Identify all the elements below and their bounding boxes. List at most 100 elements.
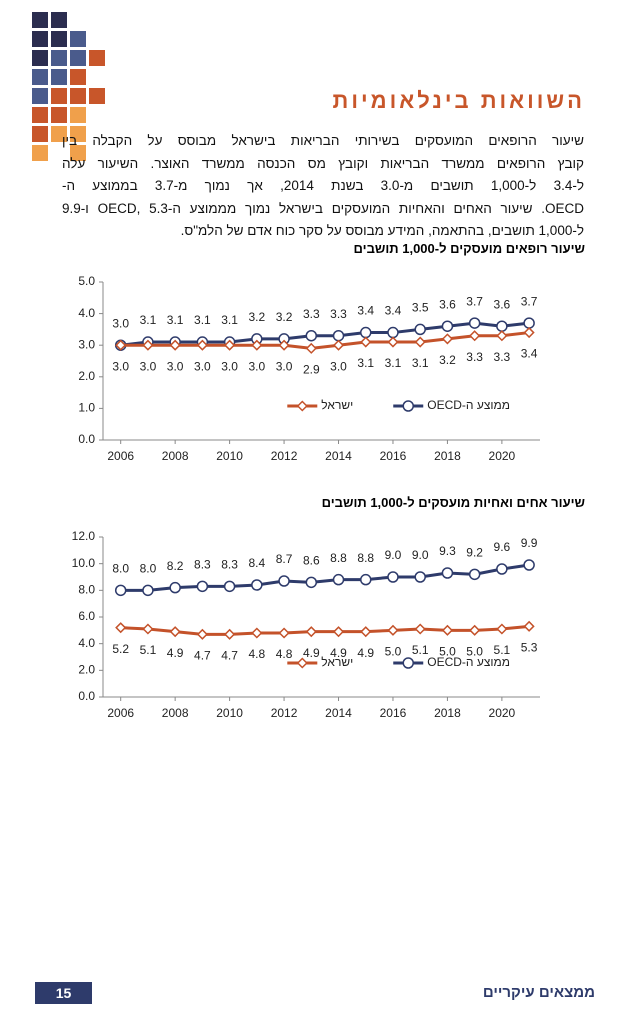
value-label: 3.0 <box>167 359 184 373</box>
point <box>305 329 318 342</box>
x-tick-label: 2008 <box>162 449 189 463</box>
value-label: 3.0 <box>276 359 293 373</box>
point <box>387 624 399 636</box>
x-tick-label: 2020 <box>489 706 516 720</box>
section-name: ממצאים עיקריים <box>482 984 595 1001</box>
point <box>115 622 127 634</box>
point <box>169 581 181 594</box>
point <box>360 626 372 638</box>
value-label: 3.1 <box>194 313 211 327</box>
point <box>332 573 345 586</box>
point <box>469 624 481 636</box>
paragraph: שיעור הרופאים המועסקים בשירותי הבריאות ב… <box>62 130 584 243</box>
legend-marker <box>402 400 414 412</box>
value-label: 4.9 <box>167 646 184 660</box>
value-label: 4.7 <box>221 649 238 663</box>
point <box>469 330 481 342</box>
x-tick-label: 2006 <box>107 449 134 463</box>
point <box>468 317 481 329</box>
point <box>114 584 127 597</box>
value-label: 5.0 <box>439 645 456 659</box>
y-tick-label: 2.0 <box>78 663 95 677</box>
value-label: 8.8 <box>330 551 347 565</box>
y-tick-label: 2.0 <box>78 369 95 383</box>
value-label: 3.1 <box>385 356 402 370</box>
value-label: 2.9 <box>303 363 320 377</box>
y-tick-label: 1.0 <box>78 401 95 415</box>
value-label: 9.0 <box>412 548 429 562</box>
value-label: 3.0 <box>221 359 238 373</box>
chart: 0.0 1.0 2.0 3.0 4.0 5.0 2006 2008 2010 2012 2014 20… <box>78 274 540 463</box>
point <box>414 571 426 583</box>
x-tick-label: 2018 <box>434 449 461 463</box>
value-label: 3.2 <box>439 353 456 367</box>
point <box>278 575 290 587</box>
value-label: 3.3 <box>466 350 483 364</box>
value-label: 8.0 <box>140 562 157 576</box>
series-line <box>120 563 530 592</box>
point <box>223 580 236 593</box>
legend-marker <box>296 657 308 669</box>
value-label: 3.0 <box>140 359 157 373</box>
value-label: 3.5 <box>412 301 429 315</box>
x-tick-label: 2020 <box>489 449 516 463</box>
value-label: 8.4 <box>248 556 265 570</box>
value-label: 3.4 <box>357 304 374 318</box>
value-label: 3.3 <box>303 307 320 321</box>
value-label: 8.3 <box>194 558 211 572</box>
chart-title: שיעור אחים ואחיות מועסקים ל-1,000 תושבים <box>321 495 585 510</box>
y-tick-label: 12.0 <box>72 529 96 543</box>
x-tick-label: 2010 <box>216 449 243 463</box>
point <box>224 339 236 351</box>
point <box>441 333 453 345</box>
point <box>332 329 345 342</box>
y-tick-label: 5.0 <box>78 274 95 288</box>
value-label: 5.1 <box>494 643 511 657</box>
value-label: 3.1 <box>221 313 238 327</box>
point <box>496 320 508 332</box>
series-line <box>120 624 530 636</box>
value-label: 4.9 <box>357 646 374 660</box>
point <box>142 584 154 597</box>
series-line <box>120 321 530 347</box>
point <box>224 628 236 640</box>
point <box>305 626 317 638</box>
y-tick-label: 4.0 <box>78 636 95 650</box>
paragraph-line: קובץ הרופאים ממשרד הבריאות וקובץ מס הכנס… <box>62 155 584 171</box>
point <box>523 559 535 571</box>
point <box>332 339 345 351</box>
y-tick-label: 0.0 <box>78 689 95 703</box>
value-label: 3.6 <box>494 297 511 311</box>
value-label: 3.4 <box>521 347 538 361</box>
y-tick-label: 0.0 <box>78 432 95 446</box>
point <box>115 339 127 351</box>
point <box>441 567 454 579</box>
value-label: 3.7 <box>466 294 483 308</box>
value-label: 9.0 <box>385 548 402 562</box>
value-label: 3.1 <box>357 356 374 370</box>
value-label: 9.9 <box>521 536 538 550</box>
value-label: 4.8 <box>276 647 293 661</box>
value-label: 3.0 <box>330 359 347 373</box>
point <box>196 628 208 640</box>
value-label: 4.9 <box>303 646 320 660</box>
value-label: 3.1 <box>140 313 157 327</box>
legend-label: ממוצע ה-OECD <box>427 398 510 412</box>
y-tick-label: 10.0 <box>72 556 96 570</box>
paragraph-line: שיעור הרופאים המועסקים בשירותי הבריאות ב… <box>62 133 584 148</box>
value-label: 3.0 <box>194 359 211 373</box>
legend-label: ישראל <box>321 398 353 412</box>
point <box>251 627 263 639</box>
x-tick-label: 2016 <box>380 706 407 720</box>
point <box>523 620 535 632</box>
point <box>278 339 290 351</box>
point <box>387 571 399 583</box>
x-tick-label: 2012 <box>271 449 298 463</box>
value-label: 3.3 <box>330 307 347 321</box>
value-label: 8.6 <box>303 554 320 568</box>
value-label: 4.9 <box>330 646 347 660</box>
point <box>523 317 535 329</box>
x-tick-label: 2010 <box>216 706 243 720</box>
page-number: 15 <box>35 982 92 1004</box>
